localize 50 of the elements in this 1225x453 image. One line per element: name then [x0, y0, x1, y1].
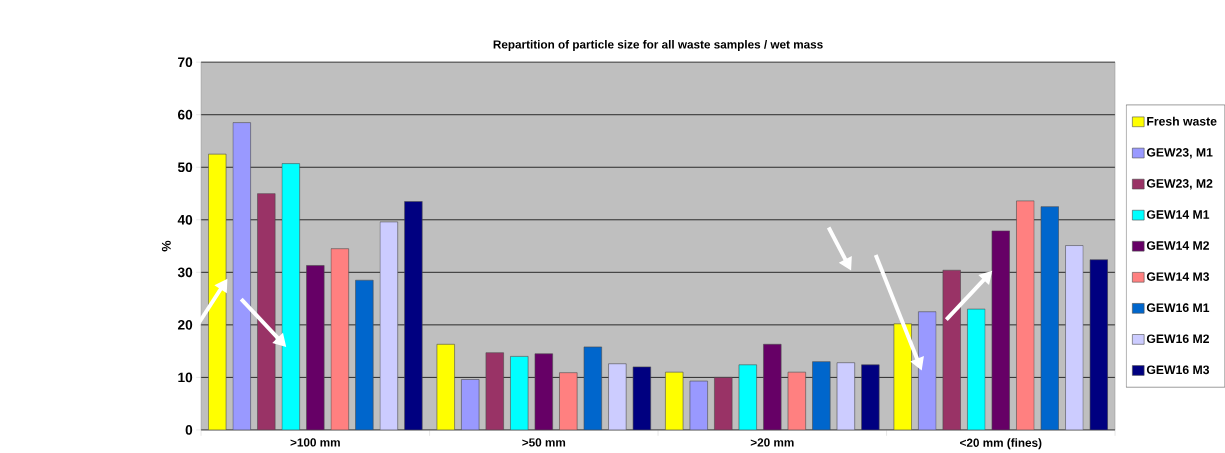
bar: [763, 343, 782, 430]
bar: [379, 221, 398, 430]
x-tick-label: >20 mm: [750, 438, 794, 447]
y-tick-label: 50: [177, 162, 193, 173]
legend-label: GEW23, M1: [1146, 148, 1213, 159]
bar: [738, 364, 757, 430]
legend-label: GEW16 M3: [1146, 365, 1210, 375]
legend-label: GEW14 M1: [1146, 210, 1210, 219]
legend-label: Fresh waste: [1147, 116, 1217, 126]
bar: [1089, 259, 1108, 430]
bar: [1016, 200, 1035, 430]
bar: [485, 352, 504, 430]
y-tick-label: 20: [177, 319, 193, 330]
bar: [812, 361, 831, 430]
bar: [583, 346, 602, 430]
y-axis-title: %: [161, 240, 171, 252]
bar: [534, 353, 553, 430]
bar: [991, 230, 1010, 430]
bar: [330, 248, 349, 430]
bar: [1040, 206, 1059, 430]
bar: [787, 371, 806, 430]
bar: [510, 356, 529, 430]
y-tick-label: 0: [185, 425, 193, 435]
legend-label: GEW14 M2: [1146, 241, 1209, 250]
y-tick-label: 30: [177, 267, 193, 278]
legend-label: GEW16 M2: [1146, 334, 1209, 344]
bar: [861, 364, 880, 430]
bar: [257, 193, 276, 430]
x-tick-label: <20 mm (fines): [960, 438, 1042, 450]
legend-label: GEW14 M3: [1146, 272, 1210, 281]
y-tick-label: 60: [178, 109, 193, 120]
bar: [967, 308, 986, 430]
x-tick-label: >50 mm: [522, 438, 566, 447]
bar: [632, 366, 651, 430]
bar: [306, 265, 325, 430]
legend-label: GEW16 M1: [1146, 303, 1210, 312]
legend-label: GEW23, M2: [1146, 179, 1213, 190]
bar: [281, 163, 300, 430]
bar: [942, 269, 961, 430]
bar: [355, 279, 374, 430]
bar: [559, 372, 578, 430]
bar: [714, 377, 733, 430]
bar: [404, 201, 423, 430]
y-tick-label: 10: [178, 372, 193, 383]
y-tick-label: 40: [177, 214, 193, 225]
x-tick-label: >100 mm: [290, 438, 340, 447]
chart-title: Repartition of particle size for all waste samples / wet mass: [493, 39, 823, 51]
bar: [1065, 245, 1084, 430]
bar: [608, 363, 627, 430]
y-tick-label: 70: [178, 57, 193, 68]
